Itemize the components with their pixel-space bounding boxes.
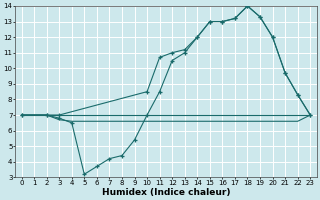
X-axis label: Humidex (Indice chaleur): Humidex (Indice chaleur) bbox=[102, 188, 230, 197]
